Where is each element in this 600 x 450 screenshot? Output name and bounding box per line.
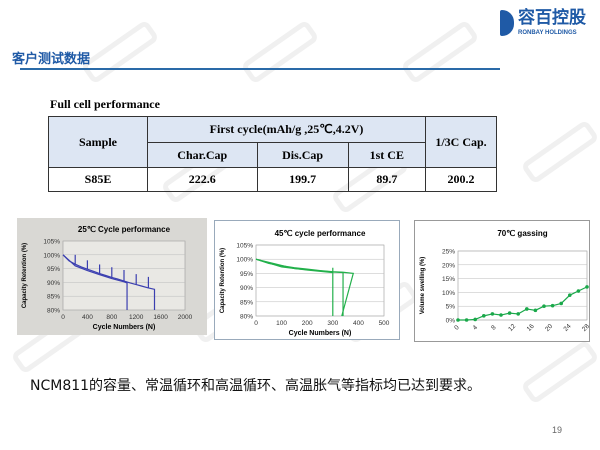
- header-char-cap: Char.Cap: [147, 142, 258, 168]
- data-point: [464, 318, 469, 322]
- x-tick-label: 28: [581, 323, 590, 333]
- chart-title: 25℃ Cycle performance: [78, 225, 171, 234]
- chart-45c-cycle: 45℃ cycle performance 80% 85% 90% 95% 100% 105…: [214, 220, 400, 340]
- chart-25c-cycle: 25℃ Cycle performance 80% 85% 90% 95% 100% 105…: [17, 218, 207, 335]
- series-line: [458, 286, 588, 321]
- x-tick-label: 16: [526, 323, 536, 333]
- y-tick-label: 85%: [240, 299, 253, 306]
- x-axis-label: Cycle Numbers (N): [289, 330, 352, 337]
- x-tick-label: 400: [353, 320, 364, 327]
- data-point: [482, 314, 486, 318]
- y-tick-label: 95%: [47, 266, 60, 273]
- data-point: [490, 312, 495, 316]
- page-number: 19: [552, 425, 563, 435]
- performance-table: Sample First cycle(mAh/g ,25℃,4.2V) 1/3C…: [48, 116, 497, 192]
- chart-title: 70℃ gassing: [497, 229, 547, 238]
- x-tick-label: 20: [544, 323, 554, 333]
- watermark-logo: [400, 19, 480, 85]
- plot-area: [255, 244, 385, 317]
- y-axis-label: Capacity Retention (%): [220, 248, 226, 313]
- data-point: [533, 308, 538, 313]
- series-line: [62, 254, 156, 310]
- x-tick-label: 500: [379, 320, 390, 327]
- data-point: [525, 307, 529, 311]
- x-tick-label: 0: [254, 320, 258, 327]
- y-tick-label: 90%: [47, 280, 60, 287]
- y-tick-label: 0%: [446, 318, 456, 325]
- x-tick-label: 2000: [178, 314, 193, 321]
- data-point: [473, 317, 477, 322]
- y-tick-label: 100%: [43, 252, 60, 259]
- ronbay-logo: 容百控股 RONBAY HOLDINGS: [500, 8, 590, 38]
- watermark-logo: [240, 19, 320, 85]
- data-point: [516, 312, 520, 316]
- cell-first-ce: 89.7: [347, 167, 427, 192]
- data-point: [576, 289, 581, 293]
- y-tick-label: 10%: [442, 290, 455, 297]
- x-tick-label: 800: [106, 314, 117, 321]
- y-tick-label: 105%: [236, 243, 253, 250]
- y-tick-label: 5%: [446, 304, 456, 311]
- watermark-logo: [80, 19, 160, 85]
- y-tick-label: 85%: [47, 294, 60, 301]
- y-tick-label: 90%: [240, 285, 253, 292]
- y-axis-label: Capacity Retention (%): [22, 243, 28, 308]
- x-tick-label: 300: [327, 320, 338, 327]
- x-tick-label: 0: [61, 314, 65, 321]
- x-tick-label: 4: [472, 324, 480, 332]
- data-point: [499, 313, 503, 317]
- y-tick-label: 80%: [47, 308, 60, 315]
- chart-title: 45℃ cycle performance: [275, 229, 366, 238]
- header-sample: Sample: [48, 116, 148, 168]
- watermark-logo: [520, 119, 600, 185]
- x-tick-label: 1600: [153, 314, 168, 321]
- data-point: [568, 293, 572, 297]
- header-first-ce: 1st CE: [347, 142, 427, 168]
- data-point: [550, 303, 555, 308]
- x-tick-label: 200: [302, 320, 313, 327]
- data-point: [585, 285, 589, 289]
- cell-sample: S85E: [48, 167, 148, 192]
- x-axis-label: Cycle Numbers (N): [93, 324, 156, 331]
- title-divider: [20, 68, 500, 70]
- y-tick-label: 95%: [240, 271, 253, 278]
- data-point: [542, 304, 546, 308]
- y-tick-label: 100%: [236, 257, 253, 264]
- data-point: [456, 318, 460, 322]
- series-line: [255, 258, 344, 316]
- plot-area: [457, 250, 588, 321]
- page-title: 客户测试数据: [12, 52, 91, 67]
- table-row: S85E 222.6 199.7 89.7 200.2: [48, 167, 497, 192]
- x-tick-label: 100: [276, 320, 287, 327]
- x-tick-label: 1200: [129, 314, 144, 321]
- table-title: Full cell performance: [50, 97, 160, 111]
- y-tick-label: 15%: [442, 276, 455, 283]
- logo-en: RONBAY HOLDINGS: [518, 30, 577, 36]
- data-point: [507, 311, 512, 315]
- y-tick-label: 25%: [442, 249, 455, 256]
- x-tick-label: 400: [82, 314, 93, 321]
- x-tick-label: 12: [507, 323, 517, 333]
- x-tick-label: 8: [490, 324, 498, 332]
- header-first-cycle: First cycle(mAh/g ,25℃,4.2V): [147, 116, 426, 143]
- x-tick-label: 0: [453, 324, 461, 332]
- series-line: [62, 254, 128, 310]
- header-third-c: 1/3C Cap.: [425, 116, 497, 168]
- cell-char-cap: 222.6: [147, 167, 258, 192]
- x-tick-label: 24: [562, 323, 572, 333]
- data-point: [559, 301, 563, 306]
- cell-dis-cap: 199.7: [256, 167, 349, 192]
- cell-third-c: 200.2: [425, 167, 497, 192]
- y-tick-label: 80%: [240, 314, 253, 321]
- y-tick-label: 20%: [442, 262, 455, 269]
- logo-mark-icon: [500, 10, 514, 36]
- header-dis-cap: Dis.Cap: [256, 142, 349, 168]
- conclusion-text: NCM811的容量、常温循环和高温循环、高温胀气等指标均已达到要求。: [30, 378, 482, 394]
- logo-cn: 容百控股: [518, 8, 586, 28]
- watermark-logo: [520, 339, 600, 405]
- y-tick-label: 105%: [43, 239, 60, 246]
- chart-70c-gassing: 70℃ gassing 0% 5% 10% 15% 20% 25% 0 4 8 12 16 20 24 28…: [414, 220, 590, 342]
- y-axis-label: Volume swelling (%): [420, 257, 426, 315]
